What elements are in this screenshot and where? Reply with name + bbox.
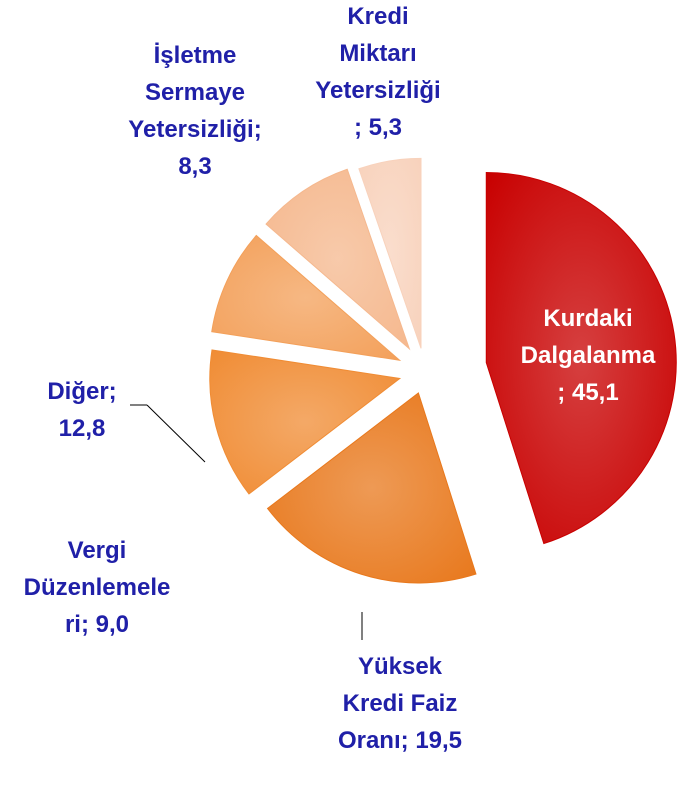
label-value: 9,0 (95, 611, 130, 638)
label-value: 8,3 (178, 153, 212, 180)
pie-slice (211, 234, 402, 361)
leader-line (146, 404, 206, 463)
slice-label: Yüksek Kredi Faiz Oranı; 19,5 (325, 648, 475, 759)
label-separator: ; (400, 727, 416, 754)
label-separator: ; (253, 116, 262, 143)
label-category: İşletme Sermaye Yetersizliği (128, 42, 254, 143)
label-separator: ; (80, 611, 96, 638)
label-value: 45,1 (571, 379, 619, 406)
slice-label: Vergi Düzenlemeleri; 9,0 (22, 532, 172, 643)
pie-slice (265, 168, 411, 351)
label-separator: ; (108, 378, 117, 405)
pie-slice (266, 392, 477, 584)
label-value: 19,5 (415, 727, 463, 754)
pie-slice (209, 349, 402, 495)
slice-label: Diğer; 12,8 (27, 373, 137, 447)
label-value: 5,3 (368, 114, 403, 141)
slice-label: İşletme Sermaye Yetersizliği; 8,3 (120, 37, 270, 185)
label-value: 12,8 (58, 415, 106, 442)
label-category: Diğer (47, 378, 109, 405)
pie-slice (485, 171, 677, 545)
label-category: Vergi Düzenlemeleri (23, 537, 171, 638)
label-separator: ; (353, 114, 369, 141)
label-category: Kurdaki Dalgalanma (520, 305, 656, 369)
label-separator: ; (557, 379, 572, 406)
slice-label: Kredi Miktarı Yetersizliği; 5,3 (313, 0, 443, 146)
label-category: Kredi Miktarı Yetersizliği (315, 3, 441, 104)
slice-label: Kurdaki Dalgalanma; 45,1 (518, 300, 658, 411)
pie-slice (358, 157, 422, 349)
label-category: Yüksek Kredi Faiz Oranı (337, 653, 458, 754)
